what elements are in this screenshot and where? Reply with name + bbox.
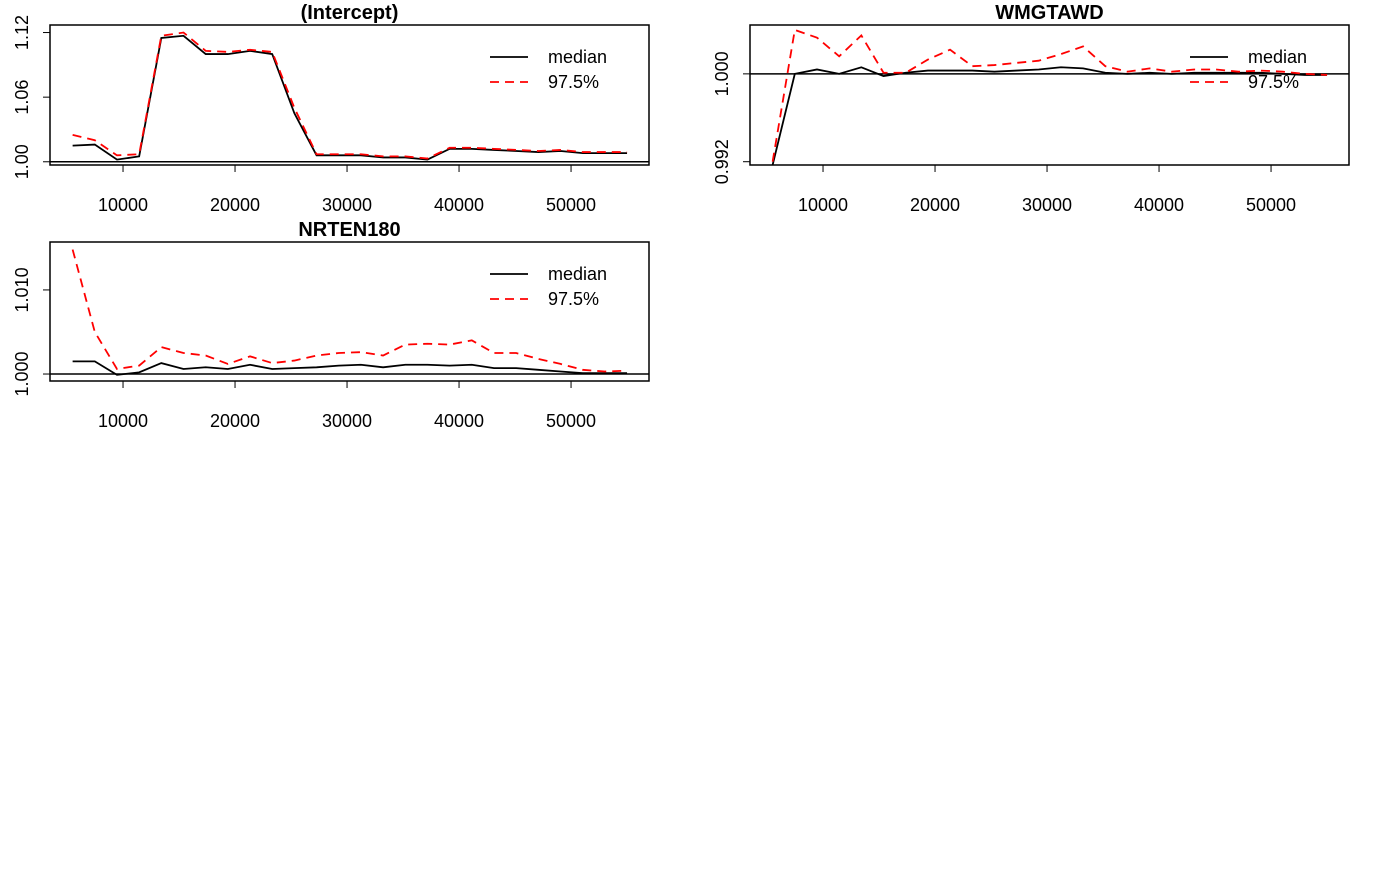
plot-frame — [49, 241, 650, 382]
y-tick-label: 1.00 — [12, 144, 32, 179]
x-tick-label: 40000 — [434, 195, 484, 215]
legend-label: median — [548, 47, 607, 67]
panel-title: WMGTAWD — [995, 2, 1104, 24]
series-line — [771, 28, 1328, 162]
x-tick-label: 50000 — [1246, 195, 1296, 215]
x-tick-label: 20000 — [210, 195, 260, 215]
y-tick-label: 1.12 — [12, 15, 32, 50]
x-tick-label: 10000 — [98, 195, 148, 215]
y-tick-label: 1.000 — [12, 351, 32, 396]
x-tick-label: 40000 — [434, 411, 484, 431]
series-line — [72, 31, 628, 160]
x-tick-label: 40000 — [1134, 195, 1184, 215]
x-tick-label: 30000 — [322, 195, 372, 215]
x-tick-label: 20000 — [910, 195, 960, 215]
panel-title: (Intercept) — [301, 2, 399, 24]
series-line — [771, 66, 1328, 165]
legend-label: 97.5% — [1248, 72, 1299, 92]
legend-label: 97.5% — [548, 289, 599, 309]
y-tick-label: 0.992 — [712, 139, 732, 184]
series-line — [71, 249, 628, 373]
x-tick-label: 30000 — [1022, 195, 1072, 215]
x-tick-label: 50000 — [546, 411, 596, 431]
x-tick-label: 30000 — [322, 411, 372, 431]
x-tick-label: 10000 — [98, 411, 148, 431]
y-tick-label: 1.000 — [712, 51, 732, 96]
x-tick-label: 50000 — [546, 195, 596, 215]
y-tick-label: 1.06 — [12, 80, 32, 115]
panel-title: NRTEN180 — [298, 219, 400, 241]
legend-label: 97.5% — [548, 72, 599, 92]
legend-label: median — [548, 264, 607, 284]
series-line — [72, 34, 628, 161]
plot-frame — [49, 24, 650, 166]
legend-label: median — [1248, 47, 1307, 67]
y-tick-label: 1.010 — [12, 267, 32, 312]
series-line — [72, 360, 628, 376]
x-tick-label: 20000 — [210, 411, 260, 431]
plot-frame — [749, 24, 1350, 166]
x-tick-label: 10000 — [798, 195, 848, 215]
